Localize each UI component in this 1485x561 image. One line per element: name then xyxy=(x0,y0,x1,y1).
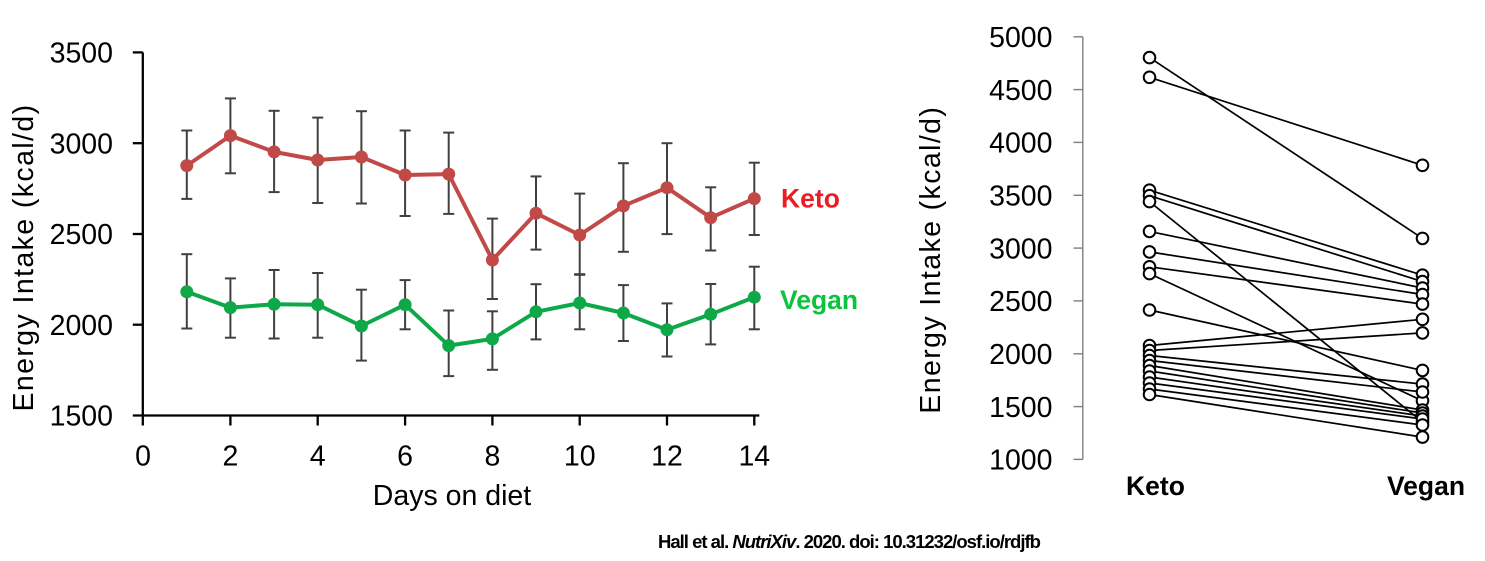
svg-text:4500: 4500 xyxy=(989,75,1052,107)
svg-text:2000: 2000 xyxy=(50,310,113,342)
svg-text:Hall et al. NutriXiv. 2020. do: Hall et al. NutriXiv. 2020. doi: 10.3123… xyxy=(658,531,1041,552)
svg-text:Keto: Keto xyxy=(781,184,840,214)
svg-text:Vegan: Vegan xyxy=(780,285,858,315)
svg-text:5000: 5000 xyxy=(989,22,1052,54)
svg-text:Energy Intake (kcal/d): Energy Intake (kcal/d) xyxy=(8,103,40,411)
svg-text:3000: 3000 xyxy=(50,128,113,160)
svg-text:4: 4 xyxy=(310,441,326,473)
svg-text:0: 0 xyxy=(135,441,151,473)
svg-text:Keto: Keto xyxy=(1126,471,1185,501)
svg-text:2500: 2500 xyxy=(50,219,113,251)
svg-text:10: 10 xyxy=(564,441,596,473)
svg-text:1000: 1000 xyxy=(989,445,1052,477)
svg-text:1500: 1500 xyxy=(50,401,113,433)
svg-text:3500: 3500 xyxy=(50,38,113,70)
svg-text:Days on diet: Days on diet xyxy=(373,480,532,512)
svg-text:6: 6 xyxy=(397,441,413,473)
svg-text:12: 12 xyxy=(651,441,683,473)
svg-text:3500: 3500 xyxy=(989,181,1052,213)
svg-text:1500: 1500 xyxy=(989,392,1052,424)
svg-text:14: 14 xyxy=(738,441,770,473)
svg-text:2: 2 xyxy=(222,441,238,473)
svg-text:Vegan: Vegan xyxy=(1387,471,1465,501)
svg-text:2000: 2000 xyxy=(989,339,1052,371)
svg-text:2500: 2500 xyxy=(989,286,1052,318)
svg-text:4000: 4000 xyxy=(989,128,1052,160)
svg-text:8: 8 xyxy=(484,441,500,473)
svg-text:Energy Intake (kcal/d): Energy Intake (kcal/d) xyxy=(915,106,947,414)
svg-text:3000: 3000 xyxy=(989,233,1052,265)
